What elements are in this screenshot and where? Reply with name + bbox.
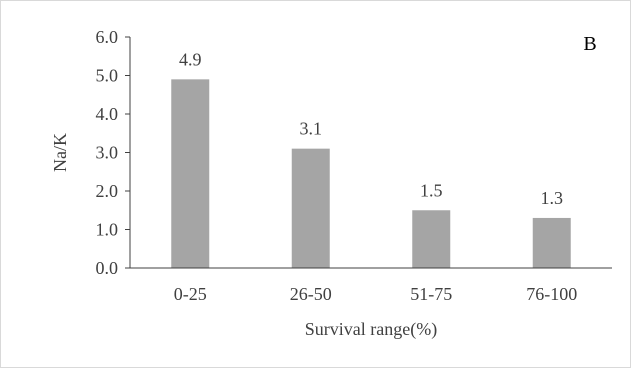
bar (171, 79, 210, 268)
x-axis-ticks: 0-25 26-50 51-75 76-100 (174, 284, 578, 304)
x-tick-label: 51-75 (410, 284, 452, 304)
data-label: 3.1 (300, 119, 323, 139)
panel-label: B (583, 33, 596, 55)
y-axis-title: Na/K (50, 133, 70, 172)
bars (171, 79, 571, 268)
data-labels: 4.9 3.1 1.5 1.3 (179, 49, 563, 208)
y-tick-label: 6.0 (96, 27, 119, 47)
y-axis-ticks: 0.0 1.0 2.0 3.0 4.0 5.0 6.0 (96, 27, 130, 278)
y-tick-label: 5.0 (96, 66, 119, 86)
x-axis-title: Survival range(%) (305, 319, 437, 340)
y-tick-label: 0.0 (96, 258, 119, 278)
bar (412, 210, 451, 268)
data-label: 1.3 (541, 188, 564, 208)
x-tick-label: 0-25 (174, 284, 207, 304)
y-tick-label: 1.0 (96, 220, 119, 240)
bar (291, 148, 330, 268)
y-tick-label: 3.0 (96, 143, 119, 163)
x-tick-label: 76-100 (526, 284, 577, 304)
y-tick-label: 2.0 (96, 181, 119, 201)
bar (532, 217, 571, 268)
x-tick-label: 26-50 (290, 284, 332, 304)
data-label: 1.5 (420, 180, 443, 200)
y-tick-label: 4.0 (96, 104, 119, 124)
data-label: 4.9 (179, 49, 202, 69)
